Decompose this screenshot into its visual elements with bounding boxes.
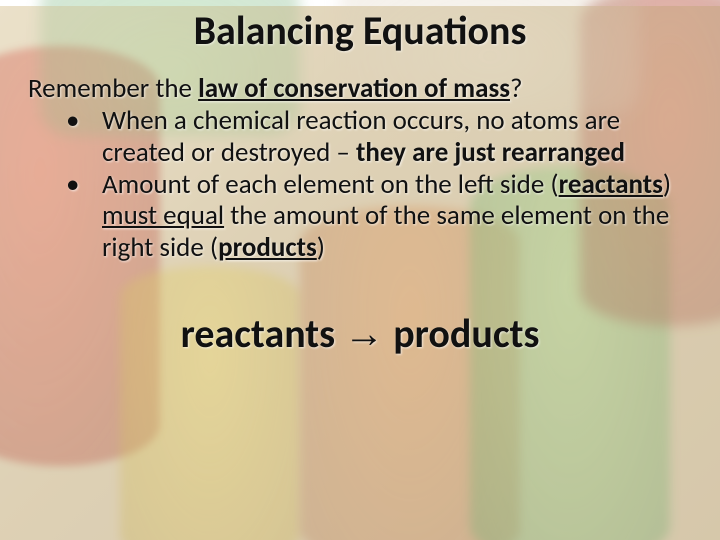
slide-body: Remember the law of conservation of mass… — [0, 73, 720, 358]
equation: reactants → products — [28, 310, 692, 358]
equation-right: products — [393, 309, 539, 358]
bullet-1: When a chemical reaction occurs, no atom… — [66, 105, 692, 169]
slide-title: Balancing Equations — [0, 6, 720, 55]
arrow-icon: → — [344, 312, 384, 356]
bullet-2-t5: ) — [317, 231, 325, 264]
bullet-1-bold: they are just rearranged — [356, 136, 625, 169]
intro-law: law of conservation of mass — [198, 72, 510, 105]
slide-content: Balancing Equations Remember the law of … — [0, 6, 720, 540]
intro-prefix: Remember the — [28, 72, 198, 105]
keyword-products: products — [218, 231, 317, 264]
bullet-2-t2: ) — [663, 168, 671, 201]
keyword-reactants: reactants — [559, 168, 663, 201]
bullet-2-t1: Amount of each element on the left side … — [102, 168, 559, 201]
bullet-2-under: must equal — [102, 199, 224, 232]
intro-suffix: ? — [510, 72, 523, 105]
intro-line: Remember the law of conservation of mass… — [28, 73, 692, 105]
equation-left: reactants — [181, 309, 336, 358]
bullet-list: When a chemical reaction occurs, no atom… — [28, 105, 692, 264]
bullet-2: Amount of each element on the left side … — [66, 169, 692, 265]
